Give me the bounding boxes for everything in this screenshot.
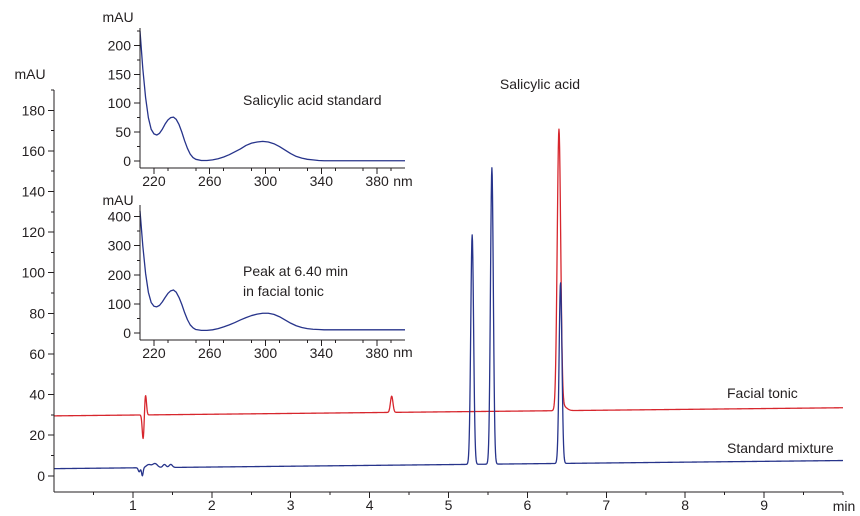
inset-standard-y-tick-label: 100	[108, 95, 132, 111]
inset-tonic-spectrum-line	[139, 210, 405, 332]
inset-tonic-x-tick-label: 260	[198, 345, 222, 361]
chromatogram-y-tick-label: 60	[29, 346, 45, 362]
standard-mixture-trace-label: Standard mixture	[727, 440, 834, 456]
inset-standard-x-tick-label: 340	[310, 173, 334, 189]
chromatogram-y-tick-label: 140	[22, 184, 46, 200]
inset-standard-trace	[139, 30, 405, 162]
inset-standard-y-tick-label: 0	[123, 153, 131, 169]
chromatogram-y-tick-label: 80	[29, 305, 45, 321]
chromatogram-y-tick-label: 0	[37, 468, 45, 484]
chromatogram-x-tick-label: 6	[524, 497, 532, 513]
inset-standard-x-unit-label: nm	[393, 173, 412, 189]
chromatogram-panel: 1 2 3 4 5 6 7 8 9 0 20 40 60 80 100 120 140 160 180 mAU mi…	[14, 66, 855, 514]
inset-standard-x-tick-label: 220	[142, 173, 166, 189]
x-axis-unit-label: min	[833, 498, 856, 514]
inset-tonic-x-unit-label: nm	[393, 344, 412, 360]
inset-standard-x-tick-label: 260	[198, 173, 222, 189]
chromatogram-x-tick-label: 8	[681, 497, 689, 513]
inset-tonic-x-tick-label: 300	[254, 345, 278, 361]
chromatogram-x-tick-label: 5	[445, 497, 453, 513]
inset-tonic-y-tick-label: 0	[123, 325, 131, 341]
inset-tonic-ticks: 220 260 300 340 380 0 100 200 300 400	[108, 209, 392, 361]
inset-tonic-trace	[139, 210, 405, 332]
chromatogram-y-tick-label: 180	[22, 102, 46, 118]
chromatogram-traces	[53, 128, 844, 477]
chromatogram-y-tick-label: 120	[22, 224, 46, 240]
series-facial-tonic-line	[53, 128, 844, 440]
inset-tonic-label-line-1: Peak at 6.40 min	[243, 263, 348, 279]
inset-tonic-x-tick-label: 340	[310, 345, 334, 361]
chromatogram-x-tick-label: 7	[602, 497, 610, 513]
inset-tonic-background	[110, 190, 410, 362]
inset-tonic-x-tick-label: 380	[365, 345, 389, 361]
salicylic-acid-peak-label: Salicylic acid	[500, 76, 580, 92]
chromatogram-ticks: 1 2 3 4 5 6 7 8 9 0 20 40 60 80 100 120 140 160 180	[22, 89, 844, 513]
chromatogram-x-tick-label: 3	[287, 497, 295, 513]
inset-spectrum-standard: 220 260 300 340 380 0 50 100 150 200 mAU nm Salic…	[102, 8, 413, 190]
inset-standard-y-tick-label: 200	[108, 37, 132, 53]
y-axis-unit-label: mAU	[14, 66, 45, 82]
inset-standard-y-tick-label: 150	[108, 66, 132, 82]
inset-standard-x-tick-label: 300	[254, 173, 278, 189]
chromatogram-y-tick-label: 100	[22, 265, 46, 281]
inset-tonic-y-tick-label: 400	[108, 209, 132, 225]
chromatogram-y-tick-label: 20	[29, 427, 45, 443]
inset-standard-background	[110, 8, 410, 190]
inset-tonic-y-tick-label: 200	[108, 267, 132, 283]
chromatogram-x-tick-label: 2	[208, 497, 216, 513]
inset-standard-ticks: 220 260 300 340 380 0 50 100 150 200	[108, 30, 392, 189]
inset-tonic-x-tick-label: 220	[142, 345, 166, 361]
chromatogram-y-tick-label: 40	[29, 387, 45, 403]
chromatogram-y-tick-label: 160	[22, 143, 46, 159]
series-standard-mixture-line	[53, 167, 844, 477]
inset-tonic-label-line-2: in facial tonic	[243, 283, 324, 299]
facial-tonic-trace-label: Facial tonic	[727, 385, 798, 401]
inset-standard-x-tick-label: 380	[365, 173, 389, 189]
chromatogram-x-tick-label: 9	[760, 497, 768, 513]
inset-tonic-y-tick-label: 100	[108, 296, 132, 312]
chromatogram-x-tick-label: 1	[129, 497, 137, 513]
inset-spectrum-facial-tonic: 220 260 300 340 380 0 100 200 300 400 mAU nm Peak…	[102, 190, 413, 362]
inset-standard-spectrum-line	[139, 30, 405, 162]
chromatogram-x-tick-label: 4	[366, 497, 374, 513]
inset-standard-y-unit-label: mAU	[102, 9, 133, 25]
inset-standard-label: Salicylic acid standard	[243, 92, 382, 108]
inset-tonic-y-unit-label: mAU	[102, 192, 133, 208]
inset-standard-y-tick-label: 50	[115, 124, 131, 140]
inset-tonic-y-tick-label: 300	[108, 238, 132, 254]
